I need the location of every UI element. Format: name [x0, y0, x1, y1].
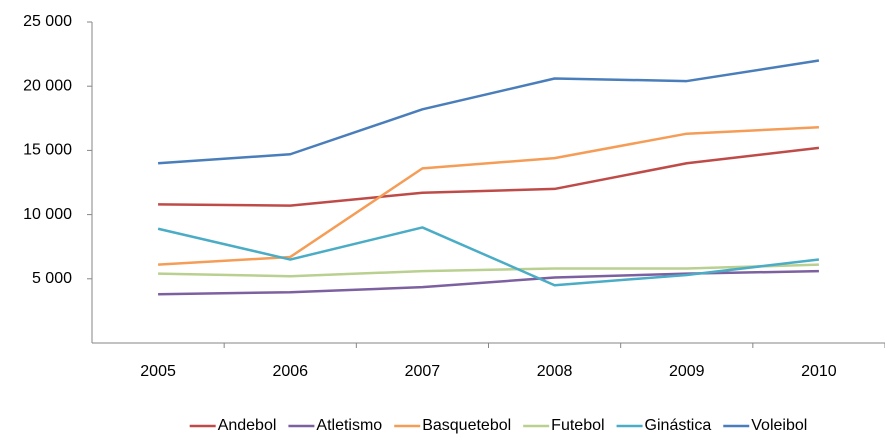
x-tick-label: 2008: [537, 363, 573, 380]
series-line: [157, 226, 820, 287]
legend-label: Ginástica: [645, 417, 712, 434]
series-line: [158, 146, 820, 207]
legend-label: Futebol: [551, 417, 604, 434]
x-tick-label: 2010: [801, 363, 837, 380]
legend-label: Atletismo: [316, 417, 382, 434]
legend-label: Andebol: [218, 417, 277, 434]
series-line: [158, 263, 819, 278]
x-tick-label: 2006: [272, 363, 308, 380]
series-line: [158, 126, 819, 266]
y-tick-label: 10 000: [23, 206, 72, 223]
series-line: [157, 59, 820, 165]
y-tick-label: 25 000: [23, 13, 72, 30]
y-tick-label: 20 000: [23, 77, 72, 94]
x-tick-label: 2007: [405, 363, 441, 380]
legend-label: Voleibol: [751, 417, 807, 434]
y-tick-label: 15 000: [23, 142, 72, 159]
x-tick-label: 2009: [669, 363, 705, 380]
legend-label: Basquetebol: [422, 417, 511, 434]
y-tick-label: 5 000: [32, 270, 72, 287]
x-tick-label: 2005: [140, 363, 176, 380]
